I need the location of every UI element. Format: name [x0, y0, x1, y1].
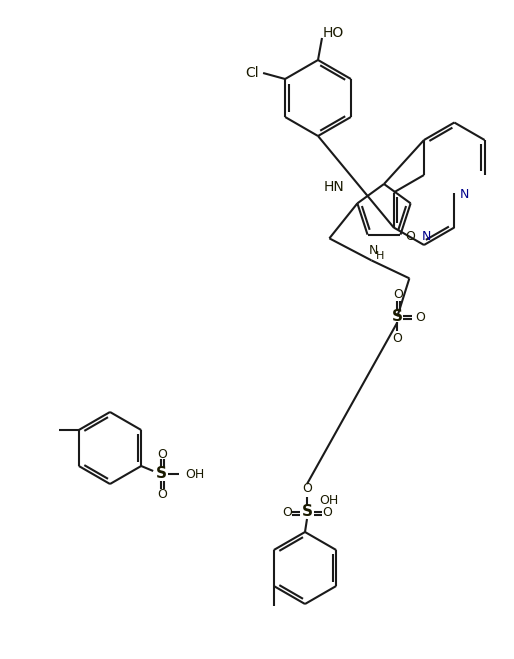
- Text: O: O: [392, 332, 402, 345]
- Text: O: O: [415, 311, 425, 324]
- Text: Cl: Cl: [246, 66, 259, 80]
- Text: O: O: [157, 488, 167, 500]
- Text: H: H: [376, 251, 384, 262]
- Text: S: S: [392, 309, 403, 324]
- Text: OH: OH: [319, 494, 339, 507]
- Text: O: O: [157, 447, 167, 461]
- Text: N: N: [460, 188, 469, 201]
- Text: HN: HN: [323, 180, 344, 194]
- Text: N: N: [369, 244, 378, 257]
- Text: N: N: [421, 231, 431, 243]
- Text: S: S: [302, 505, 313, 519]
- Text: S: S: [156, 467, 167, 482]
- Text: O: O: [406, 230, 415, 243]
- Text: O: O: [302, 482, 312, 496]
- Text: OH: OH: [185, 467, 205, 480]
- Text: HO: HO: [323, 26, 344, 40]
- Text: O: O: [282, 507, 292, 519]
- Text: O: O: [393, 288, 403, 301]
- Text: O: O: [322, 507, 332, 519]
